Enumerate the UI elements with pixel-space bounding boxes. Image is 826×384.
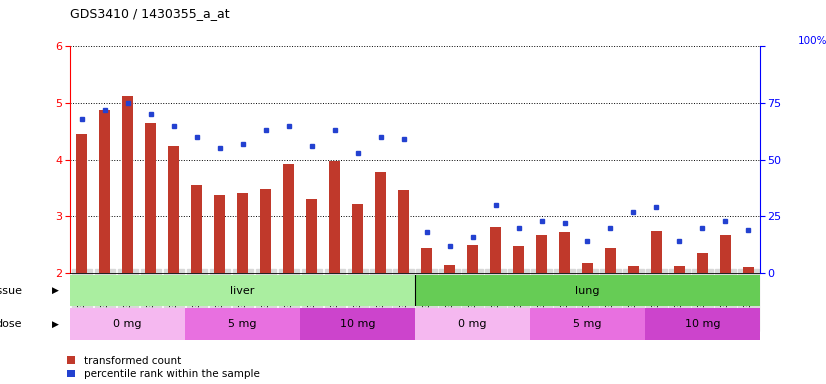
Bar [513,246,525,273]
Bar [375,172,387,273]
Bar [70,275,415,306]
Bar [467,245,478,273]
Legend: transformed count, percentile rank within the sample: transformed count, percentile rank withi… [67,356,259,379]
Bar [260,189,272,273]
Bar [352,204,363,273]
Bar [628,266,639,273]
Text: 100%: 100% [798,36,826,46]
Bar [651,230,662,273]
Bar [490,227,501,273]
Bar [605,248,616,273]
Bar [398,190,410,273]
Bar [415,308,530,340]
Bar [674,266,686,273]
Bar [536,235,548,273]
Bar [122,96,134,273]
Bar [300,308,415,340]
Text: 5 mg: 5 mg [573,319,602,329]
Bar [306,199,317,273]
Text: 10 mg: 10 mg [339,319,375,329]
Bar [696,253,708,273]
Text: ▶: ▶ [52,319,59,329]
Bar [719,235,731,273]
Text: GDS3410 / 1430355_a_at: GDS3410 / 1430355_a_at [70,7,230,20]
Bar [582,263,593,273]
Bar [185,308,300,340]
Bar [70,308,185,340]
Text: 5 mg: 5 mg [228,319,257,329]
Bar [168,146,179,273]
Bar [191,185,202,273]
Text: dose: dose [0,319,22,329]
Bar [282,164,294,273]
Bar [76,134,88,273]
Text: 10 mg: 10 mg [685,319,720,329]
Bar [145,123,156,273]
Bar [214,195,225,273]
Bar [743,267,754,273]
Bar [530,308,645,340]
Text: lung: lung [575,286,600,296]
Bar [444,265,455,273]
Bar [415,275,760,306]
Text: ▶: ▶ [52,286,59,295]
Bar [645,308,760,340]
Bar [237,193,249,273]
Text: 0 mg: 0 mg [458,319,487,329]
Bar [329,161,340,273]
Bar [420,248,432,273]
Bar [99,111,111,273]
Text: 0 mg: 0 mg [113,319,142,329]
Text: liver: liver [230,286,255,296]
Bar [558,232,570,273]
Text: tissue: tissue [0,286,22,296]
